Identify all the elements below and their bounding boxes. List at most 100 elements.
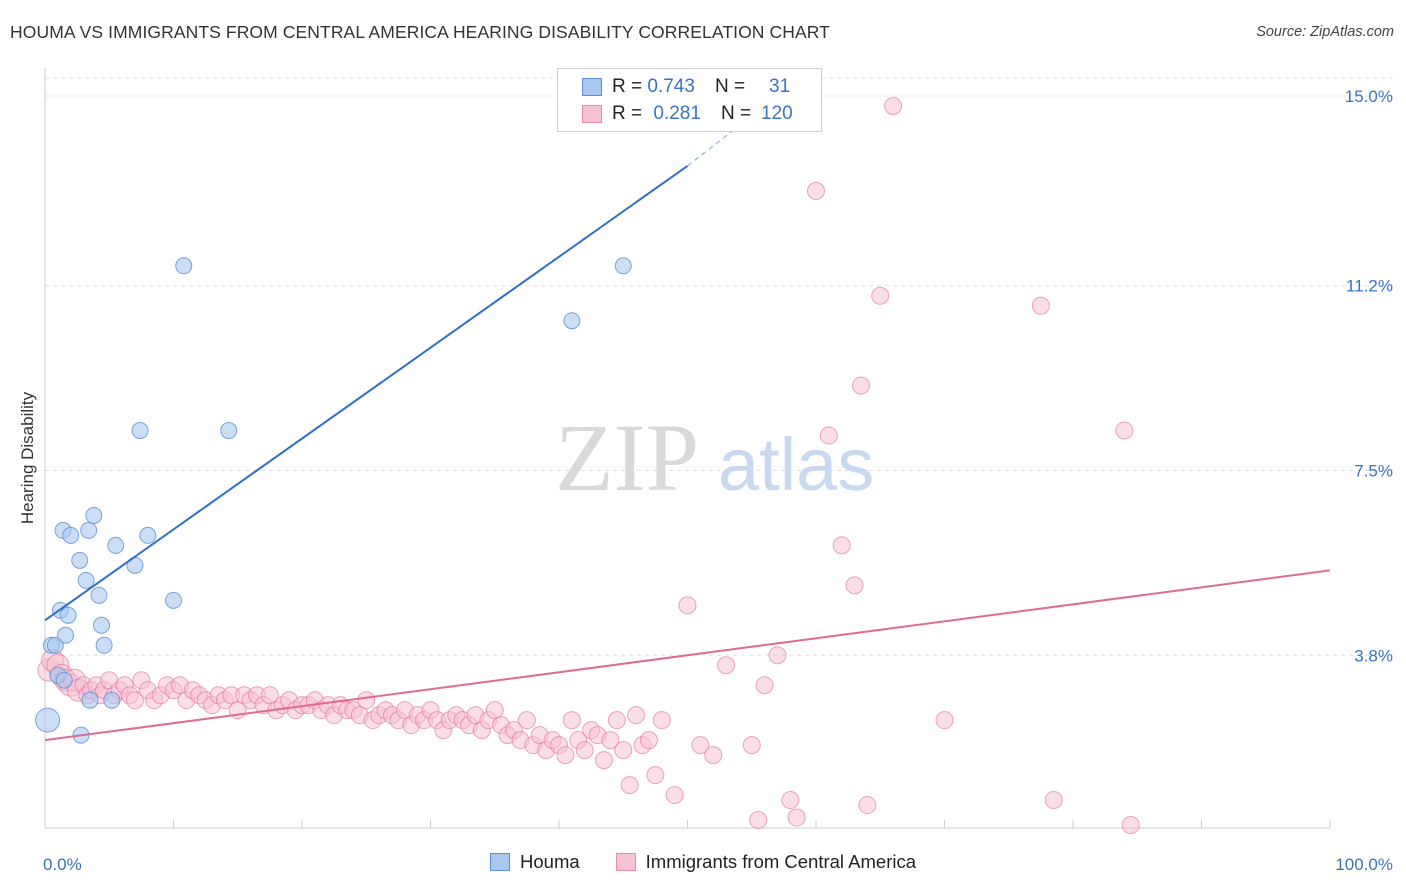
data-point-immigrants xyxy=(665,786,684,805)
r-label: R = xyxy=(612,103,643,124)
data-point-immigrants xyxy=(125,691,144,710)
data-point-immigrants xyxy=(601,731,620,750)
houma-swatch xyxy=(490,853,510,871)
data-point-houma xyxy=(35,707,61,733)
data-point-immigrants xyxy=(517,711,536,730)
data-point-houma xyxy=(80,521,98,539)
data-point-immigrants xyxy=(832,536,851,555)
data-point-houma xyxy=(57,626,75,644)
r-value: 0.281 xyxy=(653,103,701,124)
data-point-houma xyxy=(175,257,193,275)
data-point-houma xyxy=(55,671,73,689)
data-point-immigrants xyxy=(691,736,710,755)
y-tick-label: 3.8% xyxy=(1354,646,1393,665)
data-point-immigrants xyxy=(807,181,825,200)
series-legend: Houma Immigrants from Central America xyxy=(490,851,952,873)
data-point-houma xyxy=(139,526,157,544)
regression-line-immigrants xyxy=(44,569,1331,742)
regression-line-houma xyxy=(44,165,689,622)
data-point-immigrants xyxy=(858,796,877,815)
immigrants-swatch xyxy=(582,105,602,123)
data-point-immigrants xyxy=(935,711,954,730)
legend-item-immigrants: Immigrants from Central America xyxy=(615,851,917,873)
data-point-immigrants xyxy=(749,811,768,830)
data-point-immigrants xyxy=(678,596,697,615)
data-point-houma xyxy=(165,591,182,609)
series-immigrants-points xyxy=(37,96,1140,835)
y-tick-label: 11.2% xyxy=(1346,277,1393,296)
data-point-immigrants xyxy=(871,286,890,305)
r-label: R = xyxy=(612,76,643,97)
data-point-houma xyxy=(46,636,64,654)
legend-label: Houma xyxy=(520,851,580,872)
y-tick-label: 15.0% xyxy=(1345,87,1393,106)
x-tick-labels: 0.0% 100.0% xyxy=(43,855,1393,874)
source-label: Source: ZipAtlas.com xyxy=(1256,24,1394,40)
data-point-immigrants xyxy=(607,711,626,730)
data-point-immigrants xyxy=(639,731,658,750)
r-value: 0.743 xyxy=(647,76,695,97)
immigrants-swatch xyxy=(615,853,636,871)
legend-row-houma: R = 0.743 N = 31 xyxy=(582,75,790,99)
data-point-houma xyxy=(95,636,113,654)
data-point-immigrants xyxy=(845,576,864,595)
data-point-immigrants xyxy=(781,791,800,810)
data-point-immigrants xyxy=(884,96,903,115)
n-label: N = xyxy=(720,103,752,124)
data-point-immigrants xyxy=(768,646,787,665)
data-point-immigrants xyxy=(594,751,613,770)
data-point-houma xyxy=(131,422,149,440)
y-tick-labels: 3.8% 7.5% 11.2% 15.0% xyxy=(1345,87,1393,665)
data-point-immigrants xyxy=(1121,816,1140,835)
data-point-immigrants xyxy=(652,711,671,730)
n-value: 31 xyxy=(769,76,791,97)
data-point-immigrants xyxy=(787,808,806,827)
x-tick-label: 0.0% xyxy=(43,855,82,874)
y-tick-label: 7.5% xyxy=(1354,462,1393,481)
data-point-houma xyxy=(85,506,103,524)
data-point-houma xyxy=(220,422,238,440)
data-point-houma xyxy=(77,571,95,589)
data-point-immigrants xyxy=(704,746,723,765)
data-point-houma xyxy=(62,526,80,544)
watermark-atlas: atlas xyxy=(718,423,874,506)
stats-legend: R = 0.743 N = 31 R = 0.281 N = 120 xyxy=(557,68,822,132)
legend-label: Immigrants from Central America xyxy=(645,851,917,872)
y-axis-label: Hearing Disability xyxy=(18,391,37,524)
data-point-houma xyxy=(614,257,632,275)
data-point-immigrants xyxy=(556,746,575,765)
data-point-immigrants xyxy=(1031,296,1050,315)
data-point-immigrants xyxy=(575,741,594,760)
legend-item-houma: Houma xyxy=(490,851,580,873)
series-houma-points xyxy=(35,257,632,744)
data-point-immigrants xyxy=(742,736,761,755)
data-point-immigrants xyxy=(627,706,646,725)
data-point-houma xyxy=(90,586,108,604)
data-point-immigrants xyxy=(357,691,376,710)
chart-title: HOUMA VS IMMIGRANTS FROM CENTRAL AMERICA… xyxy=(10,22,830,42)
data-point-houma xyxy=(93,616,111,634)
data-point-immigrants xyxy=(1044,791,1063,810)
data-point-houma xyxy=(59,606,77,624)
watermark-zip: ZIP xyxy=(555,404,699,511)
data-point-immigrants xyxy=(755,676,774,695)
data-point-houma xyxy=(103,691,121,709)
data-point-houma xyxy=(71,551,89,569)
data-point-immigrants xyxy=(562,711,581,730)
data-point-immigrants xyxy=(646,766,665,785)
data-point-immigrants xyxy=(1115,421,1134,440)
data-point-immigrants xyxy=(614,741,633,760)
data-point-immigrants xyxy=(260,686,279,705)
legend-row-immigrants: R = 0.281 N = 120 xyxy=(582,102,793,126)
houma-swatch xyxy=(582,78,602,96)
data-point-immigrants xyxy=(851,376,870,395)
axes xyxy=(44,68,1331,829)
watermark: ZIP atlas xyxy=(555,404,874,511)
data-point-immigrants xyxy=(620,776,639,795)
data-point-houma xyxy=(107,536,125,554)
x-tick-label: 100.0% xyxy=(1335,855,1393,874)
n-value: 120 xyxy=(761,103,793,124)
gridlines xyxy=(45,77,1395,656)
n-label: N = xyxy=(714,76,746,97)
